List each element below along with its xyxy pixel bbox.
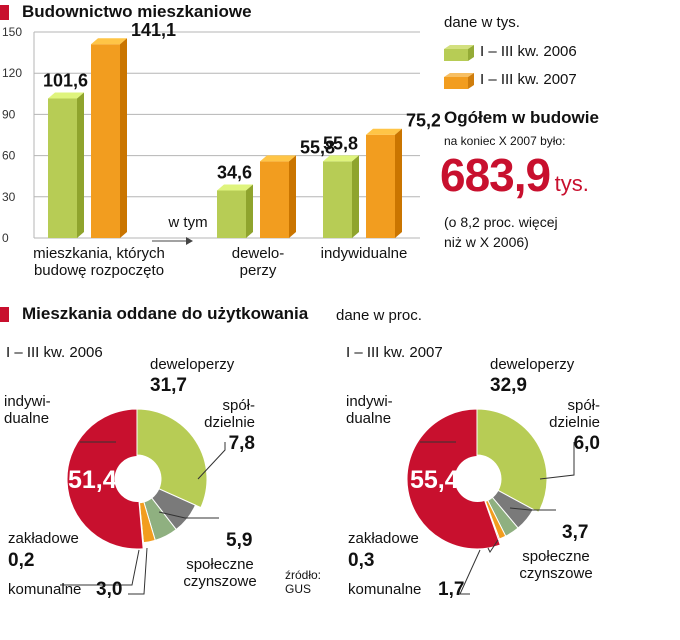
- bar: [260, 155, 296, 238]
- pie-2006-value-municipal: 3,0: [96, 579, 123, 600]
- leader-line: [128, 547, 148, 595]
- pie-2006-value-social: 5,9: [226, 530, 253, 551]
- bar-value-label: 101,6: [43, 70, 88, 90]
- legend-swatch-2007: [444, 73, 474, 89]
- summary-unit: tys.: [554, 171, 589, 196]
- pie-2006-value-coops: 7,8: [228, 433, 255, 454]
- pie-charts: [60, 408, 575, 595]
- bar-value-label: 75,2: [406, 111, 440, 131]
- bar-value-label: 55,8: [300, 137, 335, 157]
- y-tick-label: 120: [2, 66, 22, 80]
- pie-2007-label-individual: indywi-dualne: [346, 393, 393, 427]
- legend-item-2007: I – III kw. 2007: [444, 71, 604, 91]
- pie-2007-value-social: 3,7: [562, 522, 589, 543]
- bar-value-label: 34,6: [217, 162, 252, 182]
- pie-slice: [136, 408, 208, 509]
- category-label-developers-line2: perzy: [239, 262, 277, 279]
- legend-item-2006: I – III kw. 2006: [444, 43, 604, 63]
- pie-2007-label-municipal: komunalne: [348, 581, 422, 598]
- bar: [91, 38, 127, 238]
- leader-line: [158, 511, 219, 519]
- pie-hole: [454, 456, 501, 502]
- leader-line: [487, 539, 499, 553]
- summary-subtitle: na koniec X 2007 było:: [444, 134, 566, 148]
- y-tick-label: 90: [2, 107, 16, 121]
- pie-2006-value-developers: 31,7: [150, 375, 187, 396]
- leader-line: [60, 549, 140, 586]
- pie-slice: [66, 408, 144, 550]
- leader-line: [539, 442, 575, 480]
- source-line2: GUS: [285, 582, 312, 596]
- summary-note-line1: (o 8,2 proc. więcej: [444, 214, 558, 230]
- pie-2007-label-developers: deweloperzy: [490, 356, 575, 373]
- pie-section-title: Mieszkania oddane do użytkowania: [22, 304, 309, 323]
- source-note: źródło: GUS: [285, 568, 321, 596]
- category-label-developers-line1: dewelo-: [231, 245, 285, 262]
- category-label-started-line1: mieszkania, których: [33, 245, 165, 262]
- bar: [366, 128, 402, 238]
- category-label-developers: dewelo- perzy: [218, 245, 298, 279]
- arrow-head-icon: [186, 237, 193, 245]
- summary-note: (o 8,2 proc. więcej niż w X 2006): [444, 212, 558, 252]
- leader-line: [509, 507, 556, 511]
- pie-2006-label-developers: deweloperzy: [150, 356, 235, 373]
- summary-title: Ogółem w budowie: [444, 108, 599, 127]
- bar-chart: 0 30 60 90 120 150 101,6 34,6 55,8 141,1 55,8 75,2: [2, 20, 440, 245]
- pie-2006-label-coops: spół-dzielnie: [204, 397, 255, 431]
- y-tick-label: 30: [2, 190, 16, 204]
- pie-2006-label-social: społeczne czynszowe: [183, 556, 257, 590]
- legend-label-2006: I – III kw. 2006: [480, 43, 577, 60]
- pie-2006-label-company: zakładowe: [8, 530, 79, 547]
- bar: [48, 92, 84, 238]
- source-line1: źródło:: [285, 568, 322, 582]
- pie-2007-value-developers: 32,9: [490, 375, 527, 396]
- pie-2007-value-coops: 6,0: [573, 433, 600, 454]
- pie-2007-title: I – III kw. 2007: [346, 344, 443, 361]
- pie-2007-value-individual: 55,4: [410, 466, 459, 494]
- y-tick-label: 150: [2, 25, 22, 39]
- summary-note-line2: niż w X 2006): [444, 234, 529, 250]
- section-marker: [0, 5, 9, 20]
- leader-line: [459, 549, 481, 595]
- pie-2007-label-company: zakładowe: [348, 530, 419, 547]
- section-marker-2: [0, 307, 9, 322]
- legend-note: dane w tys.: [444, 14, 520, 31]
- y-tick-label: 60: [2, 149, 16, 163]
- pie-2006-value-company: 0,2: [8, 550, 35, 571]
- bar: [217, 184, 253, 238]
- pie-slice: [476, 408, 548, 514]
- leader-line: [197, 442, 226, 480]
- pie-2006-label-individual: indywi-dualne: [4, 393, 51, 427]
- summary-value: 683,9: [440, 149, 551, 201]
- summary-total: 683,9 tys.: [440, 148, 589, 202]
- legend-swatch-2006: [444, 45, 474, 61]
- pie-hole: [114, 456, 161, 502]
- pie-section-note: dane w proc.: [336, 307, 422, 324]
- bar-chart-title: Budownictwo mieszkaniowe: [22, 2, 252, 21]
- pie-2006-title: I – III kw. 2006: [6, 344, 103, 361]
- pie-2007-value-company: 0,3: [348, 550, 375, 571]
- pie-2006-value-individual: 51,4: [68, 466, 117, 494]
- bar: [323, 155, 359, 238]
- pie-slice: [406, 408, 501, 550]
- category-label-started-line2: budowę rozpoczęto: [33, 262, 165, 279]
- in-this-label: w tym: [168, 214, 208, 231]
- category-label-individual: indywidualne: [320, 245, 408, 262]
- legend-label-2007: I – III kw. 2007: [480, 71, 577, 88]
- bar-value-label: 141,1: [131, 20, 176, 40]
- pie-2007-value-municipal: 1,7: [438, 579, 465, 600]
- pie-2007-label-social: społeczne czynszowe: [519, 548, 593, 582]
- bar-value-label: 55,8: [323, 133, 358, 153]
- category-label-started: mieszkania, których budowę rozpoczęto: [14, 245, 184, 279]
- pie-2006-label-municipal: komunalne: [8, 581, 82, 598]
- pie-2007-label-coops: spół-dzielnie: [549, 397, 600, 431]
- y-tick-label: 0: [2, 231, 9, 245]
